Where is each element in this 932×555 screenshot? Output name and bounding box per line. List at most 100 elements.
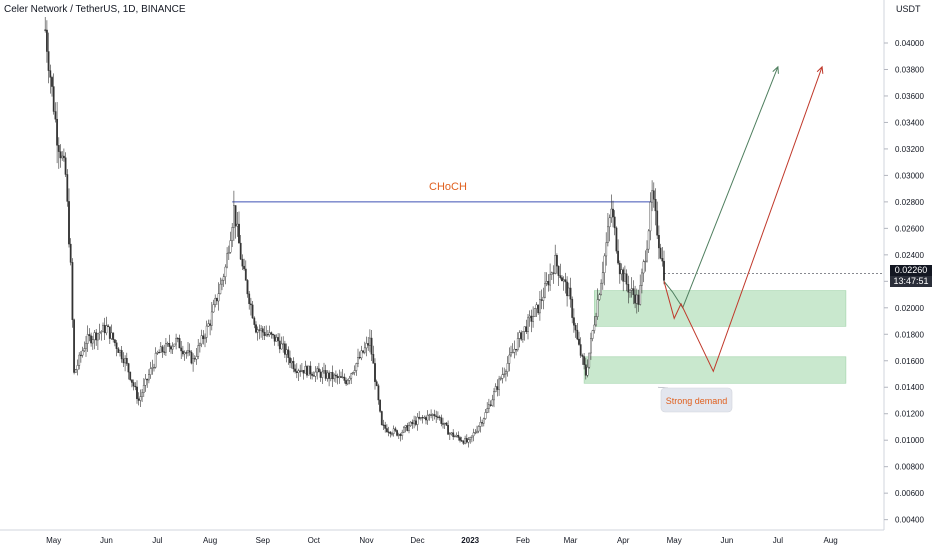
candle-body: [386, 428, 388, 432]
candle-body: [433, 414, 436, 417]
candle-body: [624, 273, 626, 282]
candle-body: [528, 315, 531, 319]
candle-body: [335, 374, 337, 377]
candle-body: [79, 354, 82, 357]
candle-body: [454, 435, 456, 438]
candle-body: [348, 377, 351, 381]
candle-body: [176, 337, 179, 340]
candle-body: [369, 337, 371, 346]
candle-body: [132, 382, 135, 387]
candle-body: [539, 299, 541, 314]
candle-body: [81, 350, 84, 356]
y-tick-label: 0.02800: [895, 198, 924, 207]
candle-body: [306, 366, 308, 376]
candle-body: [187, 350, 189, 354]
candle-body: [178, 338, 181, 349]
candle-body: [620, 269, 623, 275]
countdown-tag: 13:47:51: [890, 276, 932, 287]
candle-body: [493, 391, 495, 401]
candle-body: [91, 339, 94, 344]
candle-body: [652, 190, 655, 200]
candle-body: [452, 432, 455, 437]
candle-body: [523, 326, 526, 332]
candle-body: [268, 332, 271, 336]
candle-body: [98, 332, 101, 335]
y-tick-label: 0.01200: [895, 410, 924, 419]
candle-body: [448, 433, 451, 435]
candle-body: [238, 223, 240, 244]
candle-body: [426, 414, 429, 421]
candle-body: [549, 274, 552, 286]
candle-body: [265, 334, 268, 336]
candle-body: [569, 287, 572, 300]
candle-body: [316, 368, 319, 373]
candle-body: [547, 281, 550, 286]
candle-body: [212, 304, 215, 313]
candle-body: [352, 372, 354, 374]
candle-body: [275, 337, 278, 342]
candle-body: [61, 155, 64, 159]
candle-body: [380, 411, 383, 426]
candle-body: [455, 434, 458, 437]
candle-body: [576, 329, 579, 340]
candle-body: [520, 332, 523, 340]
candle-body: [44, 29, 47, 31]
y-tick-label: 0.02000: [895, 304, 924, 313]
candle-body: [139, 396, 142, 401]
candle-body: [224, 266, 227, 277]
candle-body: [341, 376, 344, 379]
candle-body: [659, 247, 662, 259]
demand-callout-box: [660, 387, 733, 413]
candle-body: [336, 375, 339, 379]
candle-body: [355, 363, 358, 371]
candle-body: [374, 363, 376, 382]
candle-body: [197, 345, 200, 357]
candle-body: [637, 294, 640, 305]
candle-body: [287, 349, 290, 358]
candle-body: [612, 208, 614, 218]
candle-body: [438, 416, 441, 418]
candle-body: [236, 223, 239, 227]
y-tick-label: 0.02400: [895, 251, 924, 260]
candle-body: [49, 70, 52, 78]
candle-body: [68, 201, 70, 245]
axis-unit-label: USDT: [896, 4, 921, 14]
candle-body: [367, 343, 370, 346]
candle-body: [88, 334, 91, 337]
candle-body: [241, 258, 244, 267]
candle-body: [474, 432, 477, 434]
candle-body: [588, 352, 591, 368]
candle-body: [486, 408, 489, 413]
candle-body: [622, 269, 625, 282]
candle-body: [119, 350, 121, 353]
candle-body: [362, 350, 364, 353]
candle-body: [204, 337, 206, 340]
candle-body: [634, 294, 637, 304]
candle-body: [95, 332, 98, 341]
x-tick-label: May: [46, 536, 61, 545]
candle-body: [591, 330, 594, 339]
x-tick-label: Jun: [720, 536, 733, 545]
candle-body: [598, 294, 601, 300]
candle-body: [447, 425, 449, 435]
candle-body: [329, 372, 332, 379]
x-tick-label: Nov: [359, 536, 373, 545]
candle-body: [477, 426, 480, 432]
candle-body: [370, 337, 373, 355]
candle-body: [601, 272, 604, 284]
candle-body: [630, 288, 633, 291]
candle-body: [120, 350, 123, 360]
candle-body: [527, 317, 529, 333]
candle-body: [292, 360, 295, 370]
y-tick-label: 0.00600: [895, 489, 924, 498]
candle-body: [469, 437, 472, 440]
candle-body: [596, 299, 599, 317]
candle-body: [459, 437, 461, 441]
candle-body: [273, 334, 276, 342]
candle-body: [561, 277, 563, 282]
candle-body: [564, 279, 567, 283]
candle-body: [476, 430, 478, 433]
candle-body: [158, 352, 160, 354]
candle-body: [90, 335, 93, 344]
